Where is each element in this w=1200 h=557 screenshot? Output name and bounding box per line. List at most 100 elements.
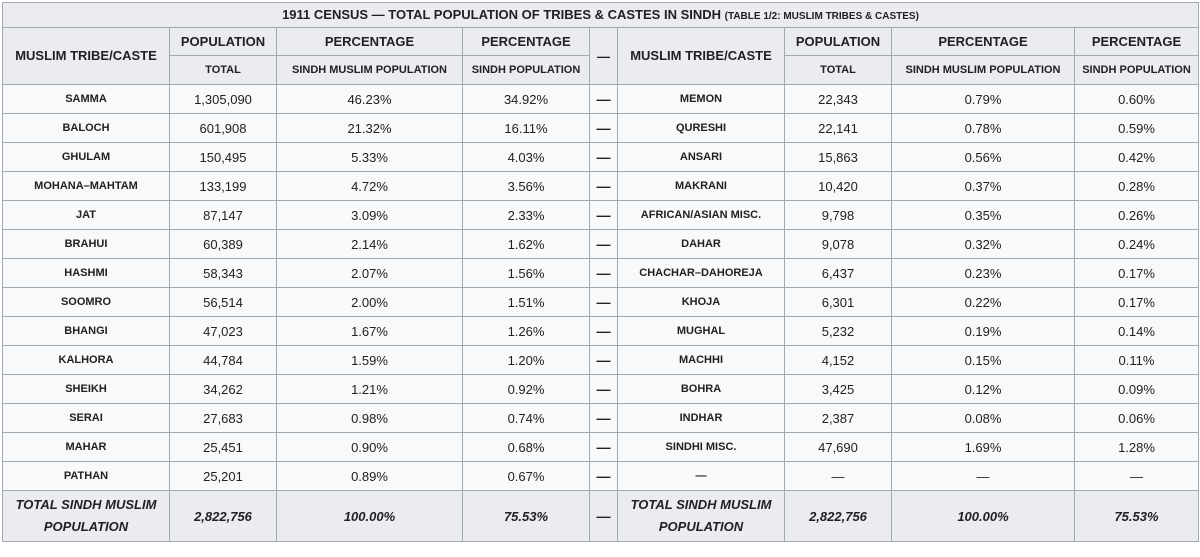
total-pct-muslim-right: 100.00% <box>891 490 1075 542</box>
tribe-name-right: MUGHAL <box>617 316 785 346</box>
header-population-left: POPULATION <box>169 27 277 56</box>
population-total-left: 25,201 <box>169 461 277 491</box>
totals-row: TOTAL SINDH MUSLIM POPULATION 2,822,756 10… <box>2 490 1199 542</box>
population-total-right: 22,343 <box>784 84 892 114</box>
pct-sindh-right: 0.26% <box>1074 200 1199 230</box>
header-percentage-muslim-left: PERCENTAGE <box>276 27 463 56</box>
pct-muslim-left: 0.90% <box>276 432 463 462</box>
pct-sindh-right: 0.06% <box>1074 403 1199 433</box>
subheader-total-left: TOTAL <box>169 55 277 85</box>
pct-sindh-right: — <box>1074 461 1199 491</box>
pct-muslim-left: 46.23% <box>276 84 463 114</box>
separator-cell: — <box>589 432 618 462</box>
population-total-right: 9,798 <box>784 200 892 230</box>
tribe-name-left: KALHORA <box>2 345 170 375</box>
separator-cell: — <box>589 200 618 230</box>
pct-muslim-right: 0.79% <box>891 84 1075 114</box>
population-total-right: 2,387 <box>784 403 892 433</box>
pct-sindh-left: 1.62% <box>462 229 590 259</box>
pct-sindh-right: 0.28% <box>1074 171 1199 201</box>
total-population-left: 2,822,756 <box>169 490 277 542</box>
pct-muslim-left: 4.72% <box>276 171 463 201</box>
pct-sindh-left: 0.74% <box>462 403 590 433</box>
population-total-left: 27,683 <box>169 403 277 433</box>
tribe-name-right: CHACHAR–DAHOREJA <box>617 258 785 288</box>
total-population-right: 2,822,756 <box>784 490 892 542</box>
pct-muslim-right: 0.12% <box>891 374 1075 404</box>
population-total-right: 3,425 <box>784 374 892 404</box>
table-body: SAMMA 1,305,090 46.23% 34.92% — MEMON 22,343 0.… <box>2 84 1199 542</box>
table-row: BALOCH 601,908 21.32% 16.11% — QURESHI 22,141 0… <box>2 113 1199 143</box>
tribe-name-left: SOOMRO <box>2 287 170 317</box>
pct-muslim-left: 3.09% <box>276 200 463 230</box>
separator-cell: — <box>589 229 618 259</box>
table-row: MAHAR 25,451 0.90% 0.68% — SINDHI MISC. 47,690… <box>2 432 1199 462</box>
tribe-name-right: QURESHI <box>617 113 785 143</box>
population-total-left: 34,262 <box>169 374 277 404</box>
tribe-name-right: INDHAR <box>617 403 785 433</box>
total-label-left: TOTAL SINDH MUSLIM POPULATION <box>2 490 170 542</box>
total-pct-sindh-right: 75.53% <box>1074 490 1199 542</box>
table-row: BHANGI 47,023 1.67% 1.26% — MUGHAL 5,232 0.19% 0… <box>2 316 1199 346</box>
separator-cell: — <box>589 84 618 114</box>
pct-muslim-left: 1.21% <box>276 374 463 404</box>
header-percentage-muslim-right: PERCENTAGE <box>891 27 1075 56</box>
pct-sindh-right: 0.59% <box>1074 113 1199 143</box>
pct-muslim-right: 0.22% <box>891 287 1075 317</box>
population-total-left: 25,451 <box>169 432 277 462</box>
table-row: MOHANA–MAHTAM 133,199 4.72% 3.56% — MAKRANI 10… <box>2 171 1199 201</box>
subheader-total-right: TOTAL <box>784 55 892 85</box>
tribe-name-left: BRAHUI <box>2 229 170 259</box>
table-row: PATHAN 25,201 0.89% 0.67% — — — — — <box>2 461 1199 491</box>
subheader-sindh-pop-left: SINDH POPULATION <box>462 55 590 85</box>
total-pct-sindh-left: 75.53% <box>462 490 590 542</box>
pct-muslim-left: 2.07% <box>276 258 463 288</box>
population-total-right: 9,078 <box>784 229 892 259</box>
subheader-sindh-muslim-left: SINDH MUSLIM POPULATION <box>276 55 463 85</box>
header-population-right: POPULATION <box>784 27 892 56</box>
tribe-name-left: SERAI <box>2 403 170 433</box>
pct-sindh-right: 0.17% <box>1074 258 1199 288</box>
pct-sindh-left: 16.11% <box>462 113 590 143</box>
separator-cell: — <box>589 258 618 288</box>
pct-muslim-right: 1.69% <box>891 432 1075 462</box>
pct-muslim-left: 5.33% <box>276 142 463 172</box>
population-total-left: 60,389 <box>169 229 277 259</box>
pct-muslim-right: 0.37% <box>891 171 1075 201</box>
population-total-right: 22,141 <box>784 113 892 143</box>
population-total-left: 150,495 <box>169 142 277 172</box>
separator-cell: — <box>589 287 618 317</box>
tribe-name-right: MEMON <box>617 84 785 114</box>
tribe-name-left: PATHAN <box>2 461 170 491</box>
population-total-right: 4,152 <box>784 345 892 375</box>
population-total-left: 44,784 <box>169 345 277 375</box>
pct-sindh-right: 0.60% <box>1074 84 1199 114</box>
pct-muslim-left: 1.67% <box>276 316 463 346</box>
separator-cell: — <box>589 461 618 491</box>
subheader-sindh-muslim-right: SINDH MUSLIM POPULATION <box>891 55 1075 85</box>
table-row: JAT 87,147 3.09% 2.33% — AFRICAN/ASIAN MISC. 9… <box>2 200 1199 230</box>
separator-cell: — <box>589 113 618 143</box>
pct-muslim-right: 0.15% <box>891 345 1075 375</box>
tribe-name-left: BALOCH <box>2 113 170 143</box>
separator-cell: — <box>589 142 618 172</box>
tribe-name-left: MAHAR <box>2 432 170 462</box>
population-total-left: 87,147 <box>169 200 277 230</box>
subheader-sindh-pop-right: SINDH POPULATION <box>1074 55 1199 85</box>
population-total-right: 6,437 <box>784 258 892 288</box>
pct-sindh-left: 3.56% <box>462 171 590 201</box>
pct-sindh-right: 0.11% <box>1074 345 1199 375</box>
tribe-name-left: BHANGI <box>2 316 170 346</box>
table-row: SHEIKH 34,262 1.21% 0.92% — BOHRA 3,425 0.12% 0.… <box>2 374 1199 404</box>
pct-sindh-left: 1.56% <box>462 258 590 288</box>
pct-muslim-left: 2.14% <box>276 229 463 259</box>
header-tribe-caste-right: MUSLIM TRIBE/CASTE <box>617 27 785 85</box>
pct-sindh-left: 0.92% <box>462 374 590 404</box>
table-caption: 1911 CENSUS — TOTAL POPULATION OF TRIBES… <box>2 2 1199 27</box>
tribe-name-right: ANSARI <box>617 142 785 172</box>
tribe-name-left: GHULAM <box>2 142 170 172</box>
pct-sindh-left: 4.03% <box>462 142 590 172</box>
separator-cell: — <box>589 403 618 433</box>
population-total-right: 47,690 <box>784 432 892 462</box>
table-row: KALHORA 44,784 1.59% 1.20% — MACHHI 4,152 0.15%… <box>2 345 1199 375</box>
